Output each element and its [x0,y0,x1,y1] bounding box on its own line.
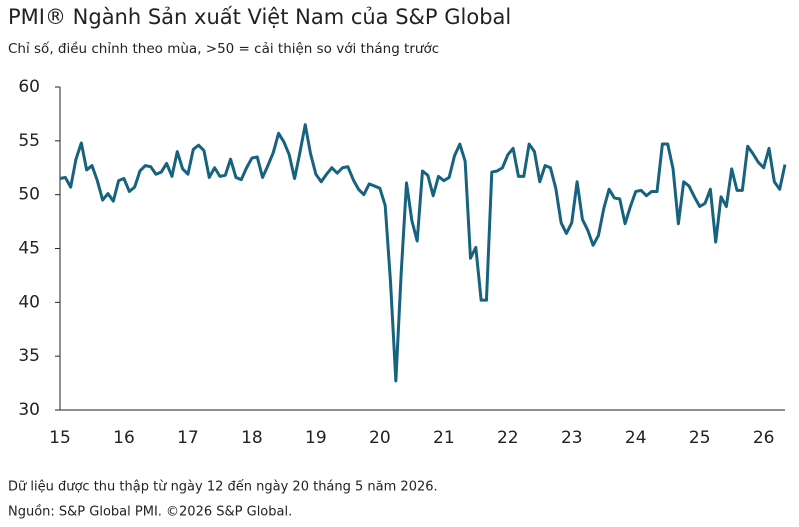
x-tick-label: 21 [433,428,455,448]
y-tick-label: 35 [18,346,40,366]
x-tick-label: 17 [177,428,199,448]
x-tick-label: 26 [753,428,775,448]
x-tick-label: 18 [241,428,263,448]
x-tick-label: 23 [561,428,583,448]
source: Nguồn: S&P Global PMI. ©2026 S&P Global. [8,505,292,520]
x-tick-label: 24 [625,428,647,448]
x-tick-label: 20 [369,428,391,448]
y-tick-label: 40 [18,292,40,312]
chart-subtitle: Chỉ số, điều chỉnh theo mùa, >50 = cải t… [8,40,439,57]
x-tick-label: 22 [497,428,519,448]
y-tick-label: 60 [18,77,40,97]
y-tick-label: 55 [18,131,40,151]
y-tick-label: 45 [18,239,40,259]
x-tick-label: 15 [49,428,71,448]
y-tick-label: 50 [18,185,40,205]
x-tick-label: 19 [305,428,327,448]
x-tick-label: 25 [689,428,711,448]
chart-title: PMI® Ngành Sản xuất Việt Nam của S&P Glo… [8,5,511,29]
note: Dữ liệu được thu thập từ ngày 12 đến ngà… [8,480,438,495]
x-tick-label: 16 [113,428,135,448]
y-tick-label: 30 [18,400,40,420]
line-series [59,123,787,383]
